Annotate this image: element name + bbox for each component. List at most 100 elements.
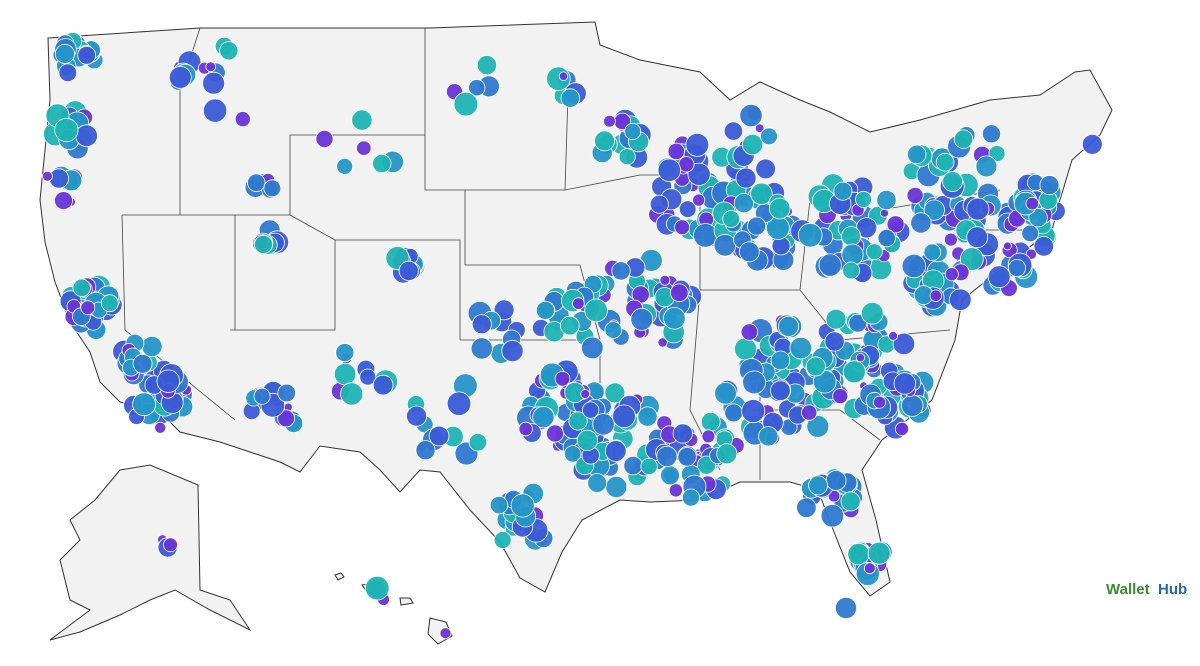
city-bubble	[584, 298, 608, 323]
city-bubble	[315, 129, 334, 148]
city-bubble	[713, 233, 737, 257]
city-bubble	[755, 158, 776, 180]
city-bubble	[493, 531, 512, 549]
city-bubble	[701, 429, 716, 444]
city-bubble	[893, 372, 917, 395]
city-bubble	[132, 353, 153, 374]
city-bubble	[669, 283, 689, 303]
city-bubble	[722, 210, 741, 228]
city-bubble	[892, 332, 916, 356]
city-bubble	[966, 226, 989, 249]
city-bubble	[723, 121, 744, 141]
city-bubble	[789, 336, 813, 360]
city-bubble	[446, 391, 472, 416]
city-bubble	[848, 313, 868, 333]
logo-wallet: Wallet	[1106, 581, 1150, 598]
city-bubble	[742, 370, 766, 395]
city-bubble	[886, 215, 905, 234]
city-bubble	[428, 425, 450, 447]
city-bubble	[263, 179, 282, 198]
city-bubble	[333, 362, 357, 386]
city-bubble	[594, 130, 615, 152]
city-bubble	[685, 132, 710, 157]
city-bubble	[656, 445, 678, 467]
city-bubble	[760, 127, 778, 146]
city-bubble	[75, 124, 98, 147]
city-bubble	[618, 148, 636, 166]
city-bubble	[576, 429, 598, 451]
city-bubble	[640, 457, 658, 476]
city-bubble	[335, 343, 355, 363]
city-bubble	[847, 542, 870, 566]
city-bubble	[825, 470, 847, 491]
city-bubble	[714, 381, 737, 405]
city-bubble	[1008, 258, 1027, 277]
city-bubble	[568, 411, 588, 431]
city-bubble	[203, 98, 228, 123]
city-bubble	[687, 162, 711, 186]
city-bubble	[888, 330, 898, 341]
city-bubble	[154, 421, 167, 434]
city-bubble	[663, 306, 686, 330]
city-bubble	[855, 353, 866, 363]
city-bubble	[356, 140, 372, 156]
city-bubble	[247, 173, 266, 192]
city-bubble	[340, 382, 364, 406]
city-bubble	[668, 483, 684, 498]
city-bubble	[406, 405, 428, 427]
city-bubble	[660, 465, 680, 486]
city-bubble	[141, 335, 163, 358]
city-bubble	[667, 142, 686, 161]
city-bubble	[833, 181, 853, 201]
city-bubble	[894, 421, 910, 436]
city-bubble	[453, 91, 479, 117]
city-bubble	[471, 314, 492, 335]
city-bubble	[700, 411, 721, 432]
city-bubble	[672, 423, 693, 444]
city-bubble	[1021, 224, 1039, 243]
city-bubble	[336, 157, 354, 175]
city-bubble	[132, 392, 157, 417]
city-bubble	[364, 575, 390, 601]
city-bubble	[351, 109, 373, 131]
city-bubble	[1028, 207, 1048, 228]
city-bubble	[982, 124, 1002, 144]
city-bubble	[768, 197, 791, 220]
city-bubble	[624, 123, 642, 141]
city-bubble	[630, 307, 654, 331]
city-bubble	[966, 197, 990, 221]
city-bubble	[1025, 196, 1040, 211]
city-bubble	[554, 370, 571, 387]
city-bubble	[277, 409, 296, 428]
city-bubble	[692, 193, 706, 207]
city-bubble	[558, 71, 569, 81]
city-bubble	[42, 170, 53, 182]
city-bubble	[359, 368, 377, 386]
city-bubble	[202, 71, 226, 95]
city-bubble	[948, 288, 972, 312]
city-bubble	[935, 152, 955, 172]
city-bubble	[100, 294, 119, 313]
city-bubble	[398, 260, 419, 281]
city-bubble	[724, 403, 744, 423]
city-bubble	[923, 243, 942, 262]
city-bubble	[80, 300, 96, 316]
city-bubble	[750, 182, 773, 206]
city-bubble	[1039, 175, 1060, 196]
city-bubble	[612, 404, 636, 429]
alaska	[49, 464, 252, 641]
city-bubble	[77, 45, 97, 65]
hawaii	[334, 572, 453, 645]
city-bubble	[677, 447, 697, 467]
city-bubble	[953, 129, 974, 149]
city-bubble	[468, 433, 488, 452]
city-bubble	[741, 399, 766, 424]
city-bubble	[637, 406, 658, 427]
city-bubble	[942, 171, 963, 192]
city-bubble	[168, 66, 192, 89]
city-bubble	[1033, 236, 1055, 257]
city-bubble	[489, 495, 509, 515]
city-bubble	[678, 200, 697, 218]
city-bubble	[277, 383, 297, 403]
city-bubble	[855, 190, 873, 208]
